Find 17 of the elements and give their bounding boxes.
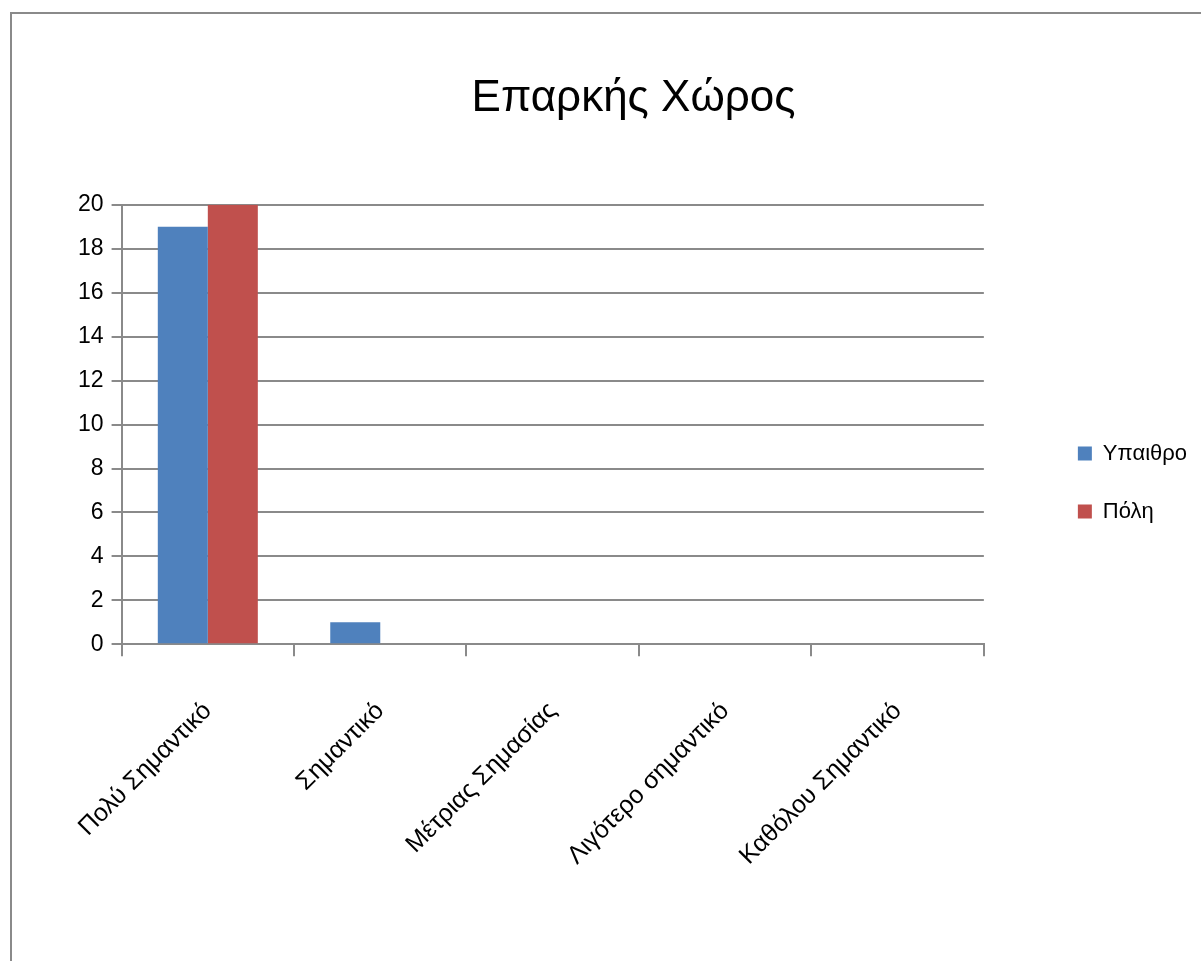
y-tick-label: 16 (77, 278, 104, 305)
bar (330, 622, 381, 644)
y-tick-label: 14 (77, 322, 104, 348)
legend-label: Υπαιθρο (1102, 439, 1188, 465)
legend-label: Πόλη (1102, 497, 1154, 523)
y-tick-label: 2 (90, 585, 104, 612)
y-tick-label: 20 (77, 190, 104, 217)
y-tick-label: 8 (90, 453, 104, 480)
y-tick-label: 4 (90, 541, 104, 568)
y-tick-label: 0 (90, 629, 104, 656)
y-tick-label: 10 (77, 409, 104, 436)
y-tick-label: 12 (77, 365, 104, 392)
y-tick-label: 18 (77, 234, 104, 261)
bar (207, 204, 258, 644)
y-tick-label: 6 (90, 497, 104, 524)
bar (157, 226, 208, 644)
chart-title: Επαρκής Χώρος (471, 70, 796, 120)
